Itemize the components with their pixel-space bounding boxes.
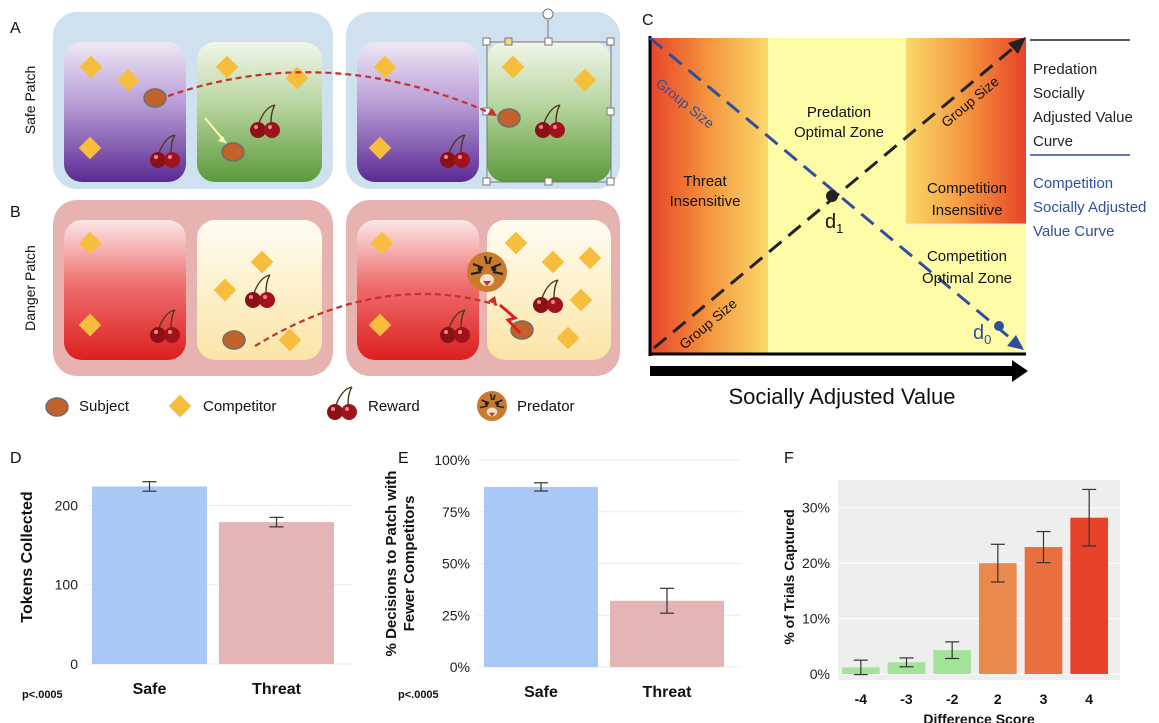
d1-subscript: 1	[836, 221, 844, 236]
panel-c-xlabel: Socially Adjusted Value	[728, 384, 956, 409]
panel-label-c: C	[642, 12, 654, 29]
xtick-label-f: -2	[946, 691, 959, 707]
bar-f--3	[887, 662, 926, 674]
d0-label: d0	[973, 322, 991, 347]
ytick-label-d: 0	[70, 656, 78, 672]
d0-letter: d	[973, 322, 985, 344]
xtick-label-d: Safe	[133, 681, 167, 698]
zone-comp-insens-line2: Insensitive	[931, 202, 1003, 219]
bar-e-Safe	[484, 486, 598, 667]
ytick-label-e: 50%	[442, 556, 470, 572]
danger-patch-label: Danger Patch	[22, 245, 38, 331]
d1-letter: d	[825, 211, 837, 233]
ylabel-f: % of Trials Captured	[781, 509, 797, 644]
d0-subscript: 0	[984, 332, 992, 347]
patch-schematic	[45, 8, 620, 422]
xtick-label-f: 3	[1040, 691, 1048, 707]
ytick-label-e: 25%	[442, 607, 470, 623]
ylabel-e: Fewer Competitors	[401, 496, 418, 632]
xtick-label-f: -3	[900, 691, 913, 707]
legend-reward: Reward	[368, 398, 420, 415]
zone-threat-line2: Insensitive	[669, 193, 741, 210]
xtick-label-e: Threat	[643, 684, 693, 701]
panel-label-f: F	[784, 450, 794, 467]
legend-predation-line1: Predation	[1033, 61, 1098, 78]
ytick-label-e: 0%	[450, 659, 470, 675]
legend-competitor: Competitor	[203, 398, 277, 415]
panel-label-d: D	[10, 450, 22, 467]
legend-competition-line2: Socially Adjusted	[1033, 199, 1147, 216]
zone-comp-opt-line2: Optimal Zone	[921, 270, 1013, 287]
xtick-label-e: Safe	[524, 684, 558, 701]
panel-label-e: E	[398, 450, 409, 467]
ytick-label-f: 30%	[802, 500, 830, 516]
legend-predator: Predator	[517, 398, 575, 415]
zone-comp-opt-line1: Competition	[926, 248, 1008, 265]
bar-f-3	[1024, 547, 1063, 674]
panel-label-b: B	[10, 204, 21, 221]
legend-predation-curve: Predation Socially Adjusted Value Curve	[1033, 58, 1133, 154]
pvalue-note-d: p<.0005	[22, 689, 63, 701]
legend-competition-line1: Competition	[1033, 175, 1114, 192]
ytick-label-f: 20%	[802, 555, 830, 571]
xlabel-f: Difference Score	[923, 711, 1034, 723]
ylabel-e: % Decisions to Patch with	[383, 471, 400, 657]
bar-charts: 0 100 200 Safe Threat Tokens Collected p<.0005…	[19, 450, 1120, 723]
zone-predation-line2: Optimal Zone	[793, 124, 885, 141]
zone-predation-optimal: Predation Optimal Zone	[774, 103, 904, 143]
ytick-label-d: 100	[55, 577, 79, 593]
legend-subject: Subject	[79, 398, 130, 415]
pvalue-note-e: p<.0005	[398, 689, 439, 701]
ytick-label-f: 0%	[810, 666, 830, 682]
ytick-label-f: 10%	[802, 611, 830, 627]
zone-threat-insensitive: Threat Insensitive	[660, 172, 750, 212]
bar-f--2	[933, 650, 971, 674]
predator-icon	[465, 250, 509, 294]
xtick-label-f: 2	[994, 691, 1002, 707]
safe-patch-green-1	[197, 42, 322, 182]
xtick-label-d: Threat	[252, 681, 302, 698]
legend-competition-curve: Competition Socially Adjusted Value Curv…	[1033, 172, 1146, 244]
legend-predation-line3: Adjusted Value	[1033, 109, 1133, 126]
bar-d-Safe	[92, 486, 207, 664]
ytick-label-e: 100%	[434, 452, 470, 468]
zone-competition-insensitive: Competition Insensitive	[908, 178, 1026, 222]
zone-predation-line1: Predation	[806, 104, 872, 121]
subject-icon	[143, 88, 167, 108]
zone-competition-optimal: Competition Optimal Zone	[908, 246, 1026, 290]
xtick-label-f: 4	[1085, 691, 1093, 707]
bar-d-Threat	[219, 522, 334, 664]
panel-label-a: A	[10, 20, 21, 37]
zone-comp-insens-line1: Competition	[926, 180, 1008, 197]
zone-threat-line1: Threat	[683, 173, 727, 190]
ytick-label-d: 200	[55, 497, 79, 513]
value-curve-diagram	[648, 36, 1130, 382]
legend-predation-line4: Curve	[1033, 133, 1074, 150]
safe-patch-label: Safe Patch	[22, 65, 38, 135]
xtick-label-f: -4	[855, 691, 868, 707]
d1-label: d1	[825, 211, 843, 236]
ytick-label-e: 75%	[442, 504, 470, 520]
legend-competition-line3: Value Curve	[1033, 223, 1115, 240]
legend-predation-line2: Socially	[1033, 85, 1085, 102]
ylabel-d: Tokens Collected	[19, 491, 36, 622]
